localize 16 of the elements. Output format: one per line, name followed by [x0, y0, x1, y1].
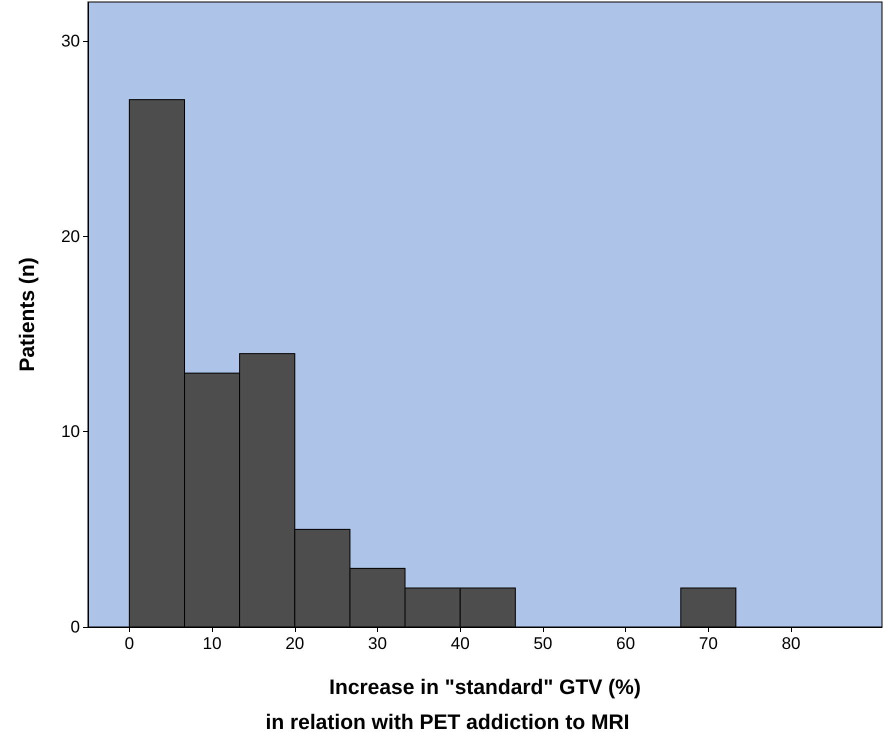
- y-tick-label: 0: [70, 618, 80, 636]
- x-tick-label: 50: [533, 634, 552, 653]
- x-tick-label: 10: [202, 634, 222, 653]
- text: in relation with PET addiction to MRI: [266, 711, 630, 734]
- y-tick-label: 10: [61, 422, 80, 442]
- y-tick-label: 30: [61, 32, 80, 51]
- x-tick-label: 80: [782, 634, 800, 653]
- x-tick-label: 0: [124, 634, 134, 653]
- x-tick-label: 30: [368, 634, 387, 653]
- x-axis-title: Increase in "standard" GTV (%): [329, 676, 641, 699]
- y-axis-title: Patients (n): [16, 257, 39, 372]
- x-tick-label: 40: [450, 634, 470, 653]
- y-tick-label: 20: [61, 226, 80, 246]
- x-tick-label: 60: [616, 634, 636, 653]
- x-tick-label: 70: [698, 634, 718, 653]
- x-tick-label: 20: [285, 634, 304, 653]
